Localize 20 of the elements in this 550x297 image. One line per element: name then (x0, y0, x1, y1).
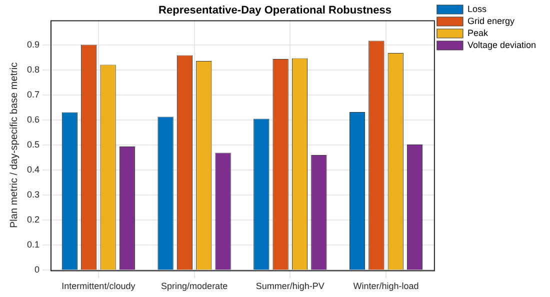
x-tick-label: Intermittent/cloudy (62, 281, 136, 292)
y-tick-label: 0.6 (26, 114, 40, 125)
y-tick-label: 0 (34, 264, 40, 275)
y-tick-label: 0.9 (26, 40, 40, 50)
y-tick-label: 0.1 (26, 240, 40, 250)
x-tick-label: Summer/high-PV (256, 281, 324, 292)
y-tick-label: 0.7 (26, 90, 40, 100)
y-tick-label: 0.3 (26, 190, 40, 200)
y-tick-label: 0.5 (26, 140, 40, 150)
legend-label: Loss (467, 4, 487, 14)
chart-title: Representative-Day Operational Robustness (158, 4, 392, 17)
x-tick-label: Winter/high-load (353, 281, 419, 292)
x-tick-label: Spring/moderate (161, 281, 228, 292)
y-tick-label: 0.4 (26, 164, 40, 175)
y-tick-label: 0.2 (26, 214, 40, 225)
y-axis-title: Plan metric / day-specific base metric (8, 62, 20, 228)
legend-label: Peak (467, 28, 488, 38)
legend-label: Grid energy (467, 16, 515, 26)
y-tick-label: 0.8 (26, 64, 40, 75)
legend-label: Voltage deviation (467, 40, 536, 50)
